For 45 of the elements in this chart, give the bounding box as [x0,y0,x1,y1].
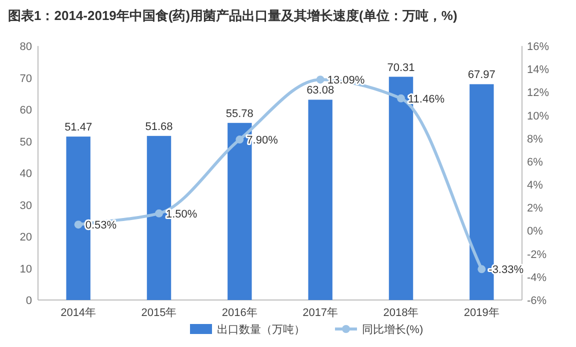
data-label: 51.47 [64,122,92,134]
point [74,220,82,229]
x-tick-label: 2017年 [302,307,338,319]
point [478,265,486,274]
data-label: 0.53% [85,220,117,232]
y-tick-label: 50 [20,136,32,148]
y2-tick-label: 4% [527,180,544,192]
legend-label: 同比增长(%) [362,323,424,336]
y-tick-label: 20 [20,232,32,244]
y-tick-label: 60 [20,104,32,116]
y2-tick-label: -4% [527,272,547,284]
point [155,209,163,218]
data-label: 67.97 [468,69,496,82]
y-tick-label: 0 [26,295,32,307]
y2-tick-label: 6% [527,156,544,168]
y-tick-label: 30 [20,200,32,212]
point [397,94,405,102]
data-label: 13.09% [327,74,365,87]
point [316,76,324,84]
data-label: 63.08 [306,84,334,97]
x-tick-label: 2019年 [464,307,500,319]
point [236,136,244,144]
y2-tick-label: 14% [527,64,550,76]
y-tick-label: 70 [20,72,32,85]
legend-label: 出口数量（万吨） [217,323,305,336]
x-tick-label: 2014年 [60,307,96,319]
data-label: 55.78 [226,108,254,120]
y-tick-label: 10 [20,263,32,276]
y2-tick-label: 10% [527,110,550,122]
y-tick-label: 80 [20,41,32,53]
x-tick-label: 2015年 [141,307,177,319]
y-tick-label: 40 [20,168,32,180]
y2-tick-label: 12% [527,87,550,100]
data-label: 70.31 [387,62,415,74]
y2-tick-label: 2% [527,202,544,215]
y2-tick-label: -6% [527,295,547,307]
chart-title: 图表1：2014-2019年中国食(药)用菌产品出口量及其增长速度(单位：万吨，%) [8,8,458,23]
x-tick-label: 2016年 [222,307,258,319]
x-tick-label: 2018年 [383,307,419,319]
y2-tick-label: 8% [527,133,544,146]
y2-tick-label: 0% [527,226,544,238]
data-label: 51.68 [145,120,173,133]
y2-tick-label: -2% [527,248,547,261]
y2-tick-label: 16% [527,41,550,53]
bar [308,100,332,300]
